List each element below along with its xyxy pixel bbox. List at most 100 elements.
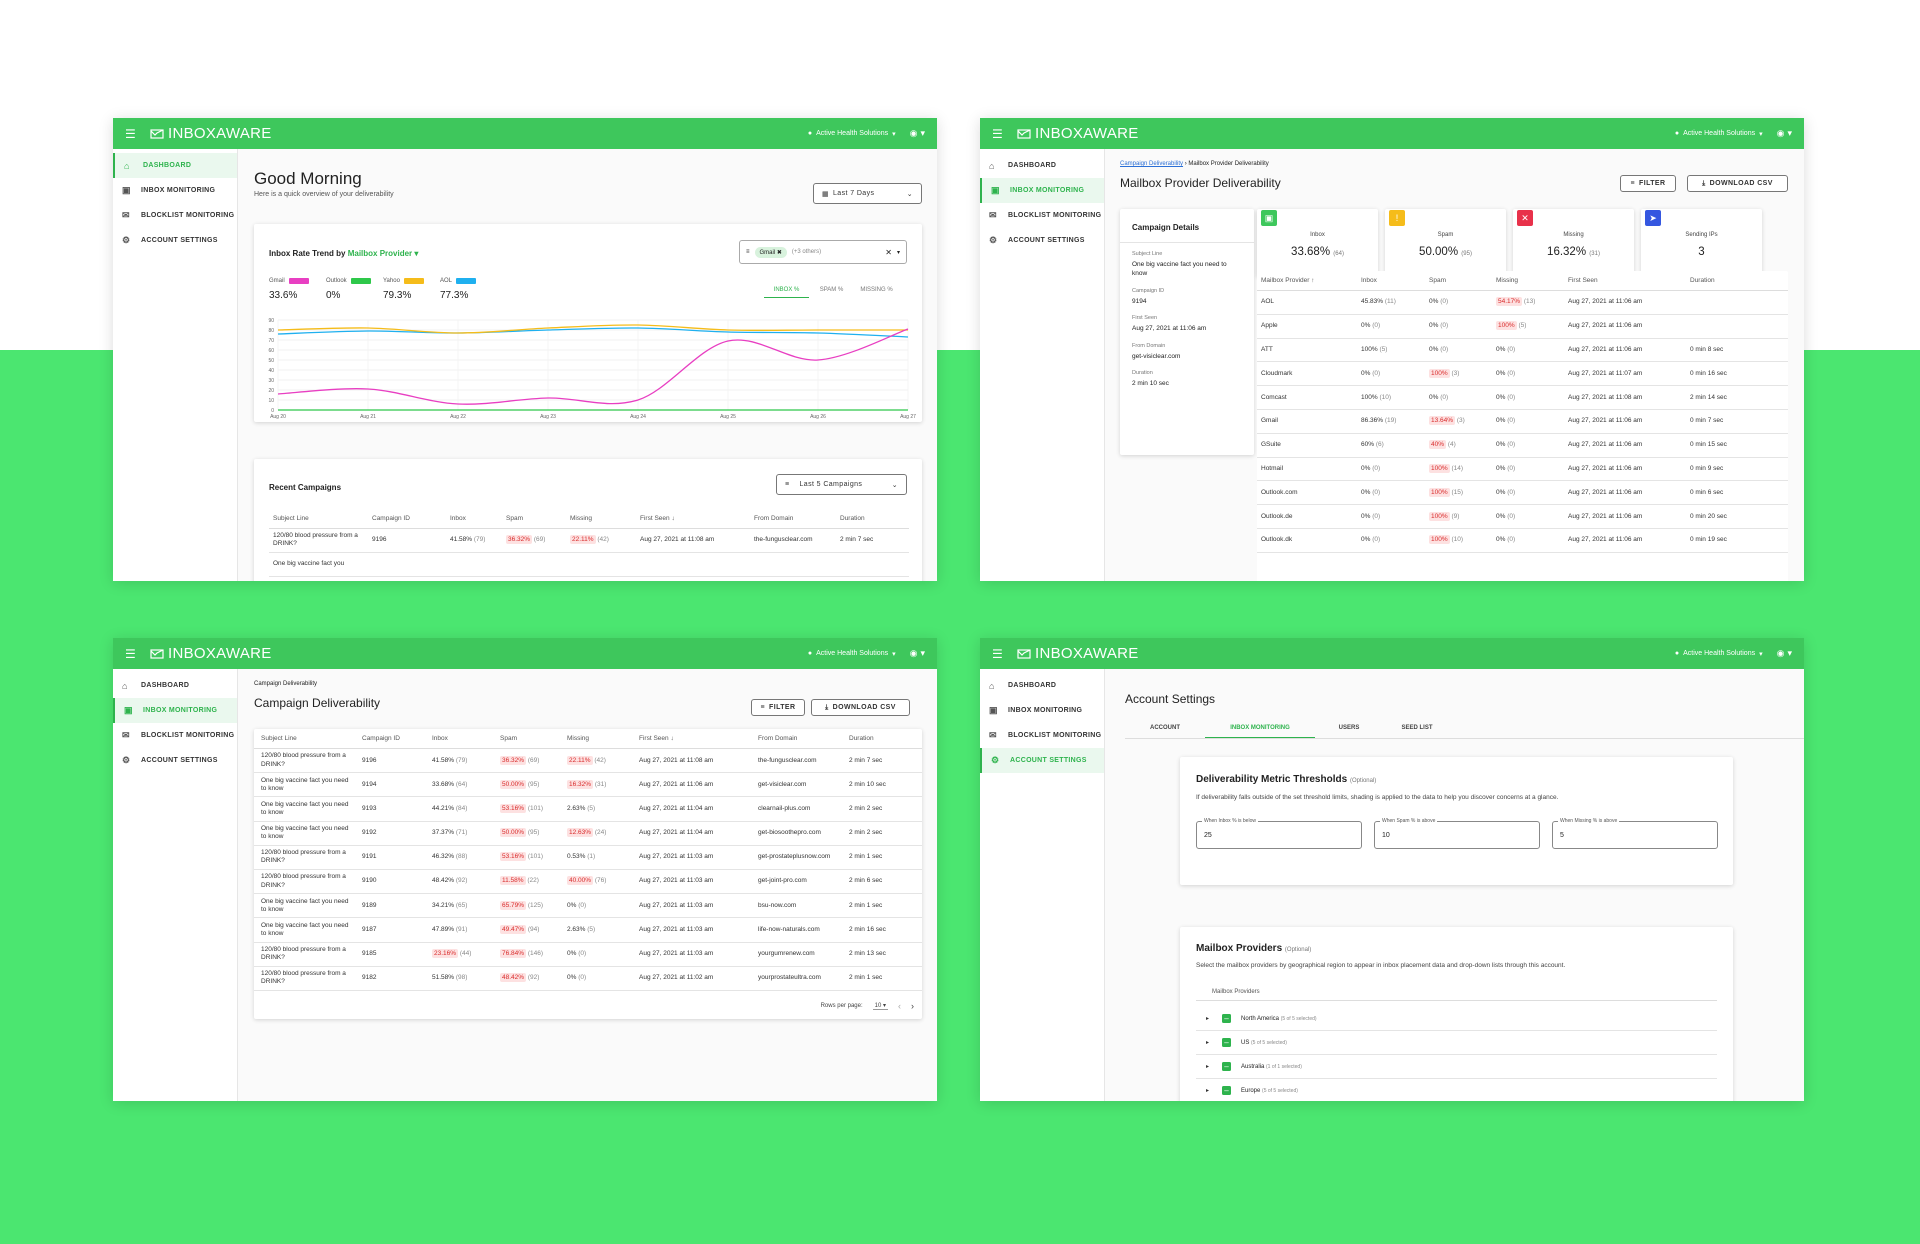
tab-inbox-monitoring[interactable]: INBOX MONITORING (1205, 725, 1315, 738)
table-row[interactable]: Outlook.com 0% (0) 100% (15) 0% (0) Aug … (1257, 480, 1788, 506)
col-spam[interactable]: Spam (496, 729, 563, 749)
provider-chip[interactable]: Gmail ✖ (754, 246, 787, 258)
date-range-select[interactable]: ▦ Last 7 Days ⌄ (813, 183, 922, 204)
org-selector[interactable]: ● Active Health Solutions ▾ (1675, 130, 1763, 138)
tab-missing[interactable]: MISSING % (860, 287, 893, 293)
tab-account[interactable]: ACCOUNT (1150, 725, 1180, 731)
chevron-right-icon[interactable]: ▸ (1206, 1088, 1210, 1094)
table-row[interactable]: Apple 0% (0) 0% (0) 100% (5) Aug 27, 202… (1257, 314, 1788, 339)
col-spam[interactable]: Spam (1425, 271, 1492, 291)
provider-filter-input[interactable]: ≡ Gmail ✖ (+3 others) ✕ ▾ (739, 240, 907, 264)
region-row[interactable]: ▸ – North America (5 of 5 selected) (1196, 1007, 1717, 1031)
chevron-right-icon[interactable]: ▸ (1206, 1016, 1210, 1022)
chip-close-icon[interactable]: ✖ (776, 249, 782, 256)
col-subject[interactable]: Subject Line (269, 509, 368, 529)
org-selector[interactable]: ● Active Health Solutions ▾ (1675, 650, 1763, 658)
sidebar-item-dashboard[interactable]: ⌂ DASHBOARD (980, 153, 1104, 178)
col-provider[interactable]: Mailbox Provider ↑ (1257, 271, 1357, 291)
filter-button[interactable]: ≡ FILTER (751, 699, 805, 716)
provider-dropdown[interactable]: Mailbox Provider (347, 249, 413, 258)
sidebar-item-account-settings[interactable]: ⚙ ACCOUNT SETTINGS (980, 748, 1104, 773)
tab-users[interactable]: USERS (1338, 725, 1360, 731)
sidebar-item-account-settings[interactable]: ⚙ ACCOUNT SETTINGS (113, 228, 237, 253)
col-inbox[interactable]: Inbox (446, 509, 502, 529)
table-row[interactable]: 120/80 blood pressure from a DRINK? 9190… (254, 869, 922, 895)
table-row[interactable]: One big vaccine fact you (269, 552, 909, 577)
table-row[interactable]: Outlook.de 0% (0) 100% (9) 0% (0) Aug 27… (1257, 504, 1788, 529)
sidebar-item-dashboard[interactable]: ⌂ DASHBOARD (113, 673, 237, 698)
sidebar-item-dashboard[interactable]: ⌂ DASHBOARD (113, 153, 237, 178)
menu-icon[interactable]: ☰ (992, 126, 1003, 141)
col-duration[interactable]: Duration (836, 509, 909, 529)
org-selector[interactable]: ● Active Health Solutions ▾ (808, 130, 896, 138)
col-campaign-id[interactable]: Campaign ID (358, 729, 428, 749)
table-row[interactable]: One big vaccine fact you need to know 91… (254, 796, 922, 822)
col-duration[interactable]: Duration (1686, 271, 1788, 291)
account-menu[interactable]: ◉ ▾ (1777, 128, 1792, 139)
menu-icon[interactable]: ☰ (992, 646, 1003, 661)
sidebar-item-inbox-monitoring[interactable]: ▣ INBOX MONITORING (980, 698, 1104, 723)
sidebar-item-blocklist-monitoring[interactable]: ✉ BLOCKLIST MONITORING (113, 723, 237, 748)
table-row[interactable]: 120/80 blood pressure from a DRINK? 9182… (254, 966, 922, 991)
col-missing[interactable]: Missing (1492, 271, 1564, 291)
table-row[interactable]: ATT 100% (5) 0% (0) 0% (0) Aug 27, 2021 … (1257, 338, 1788, 363)
sidebar-item-inbox-monitoring[interactable]: ▣ INBOX MONITORING (980, 178, 1104, 203)
table-row[interactable]: Gmail 86.36% (19) 13.64% (3) 0% (0) Aug … (1257, 409, 1788, 434)
filter-button[interactable]: ≡ FILTER (1620, 175, 1676, 192)
table-row[interactable]: One big vaccine fact you need to know 91… (254, 917, 922, 943)
col-campaign-id[interactable]: Campaign ID (368, 509, 446, 529)
col-from-domain[interactable]: From Domain (750, 509, 836, 529)
col-duration[interactable]: Duration (845, 729, 922, 749)
sidebar-item-inbox-monitoring[interactable]: ▣ INBOX MONITORING (113, 178, 237, 203)
checkbox-indeterminate-icon[interactable]: – (1222, 1014, 1231, 1023)
clear-icon[interactable]: ✕ (885, 247, 892, 257)
threshold-field[interactable]: When Missing % is above 5 (1552, 818, 1718, 849)
table-row[interactable]: One big vaccine fact you need to know 91… (254, 893, 922, 919)
threshold-field[interactable]: When Inbox % is below 25 (1196, 818, 1362, 849)
sidebar-item-inbox-monitoring[interactable]: ▣ INBOX MONITORING (113, 698, 237, 723)
download-csv-button[interactable]: ⤓ DOWNLOAD CSV (1687, 175, 1788, 192)
table-row[interactable]: Cloudmark 0% (0) 100% (3) 0% (0) Aug 27,… (1257, 361, 1788, 387)
account-menu[interactable]: ◉ ▾ (1777, 648, 1792, 659)
next-page-icon[interactable]: › (911, 1001, 914, 1011)
region-row[interactable]: ▸ – Europe (5 of 5 selected) (1196, 1079, 1717, 1101)
sidebar-item-blocklist-monitoring[interactable]: ✉ BLOCKLIST MONITORING (980, 723, 1104, 748)
sidebar-item-blocklist-monitoring[interactable]: ✉ BLOCKLIST MONITORING (113, 203, 237, 228)
region-row[interactable]: ▸ – US (5 of 5 selected) (1196, 1031, 1717, 1055)
table-row[interactable]: 120/80 blood pressure from a DRINK? 9196… (254, 748, 922, 774)
table-row[interactable]: 120/80 blood pressure from a DRINK? 9191… (254, 845, 922, 870)
checkbox-indeterminate-icon[interactable]: – (1222, 1062, 1231, 1071)
caret-down-icon[interactable]: ▾ (412, 249, 419, 258)
region-row[interactable]: ▸ – Australia (1 of 1 selected) (1196, 1055, 1717, 1079)
rows-per-page-select[interactable]: 10 ▾ (872, 1002, 888, 1010)
org-selector[interactable]: ● Active Health Solutions ▾ (808, 650, 896, 658)
checkbox-indeterminate-icon[interactable]: – (1222, 1038, 1231, 1047)
table-row[interactable]: AOL 45.83% (11) 0% (0) 54.17% (13) Aug 2… (1257, 290, 1788, 315)
col-missing[interactable]: Missing (563, 729, 635, 749)
tab-seed-list[interactable]: SEED LIST (1401, 725, 1433, 731)
table-row[interactable]: 120/80 blood pressure from a DRINK? 9185… (254, 942, 922, 967)
download-csv-button[interactable]: ⤓ DOWNLOAD CSV (811, 699, 910, 716)
table-row[interactable]: Outlook.dk 0% (0) 100% (10) 0% (0) Aug 2… (1257, 528, 1788, 553)
table-row[interactable]: 120/80 blood pressure from a DRINK? 9196 … (269, 528, 909, 553)
table-row[interactable]: One big vaccine fact you need to know 91… (254, 821, 922, 846)
col-inbox[interactable]: Inbox (428, 729, 496, 749)
chevron-right-icon[interactable]: ▸ (1206, 1064, 1210, 1070)
threshold-field[interactable]: When Spam % is above 10 (1374, 818, 1540, 849)
col-first-seen[interactable]: First Seen (1564, 271, 1686, 291)
sidebar-item-account-settings[interactable]: ⚙ ACCOUNT SETTINGS (113, 748, 237, 773)
sidebar-item-dashboard[interactable]: ⌂ DASHBOARD (980, 673, 1104, 698)
tab-inbox[interactable]: INBOX % (764, 287, 809, 298)
col-subject[interactable]: Subject Line (254, 729, 358, 749)
checkbox-indeterminate-icon[interactable]: – (1222, 1086, 1231, 1095)
table-row[interactable]: Comcast 100% (10) 0% (0) 0% (0) Aug 27, … (1257, 385, 1788, 410)
table-row[interactable]: GSuite 60% (6) 40% (4) 0% (0) Aug 27, 20… (1257, 433, 1788, 458)
col-from-domain[interactable]: From Domain (754, 729, 845, 749)
chevron-right-icon[interactable]: ▸ (1206, 1040, 1210, 1046)
sidebar-item-account-settings[interactable]: ⚙ ACCOUNT SETTINGS (980, 228, 1104, 253)
col-inbox[interactable]: Inbox (1357, 271, 1425, 291)
menu-icon[interactable]: ☰ (125, 646, 136, 661)
table-row[interactable]: Hotmail 0% (0) 100% (14) 0% (0) Aug 27, … (1257, 457, 1788, 482)
breadcrumb-link[interactable]: Campaign Deliverability (1120, 161, 1184, 167)
col-first-seen[interactable]: First Seen ↓ (635, 729, 754, 749)
